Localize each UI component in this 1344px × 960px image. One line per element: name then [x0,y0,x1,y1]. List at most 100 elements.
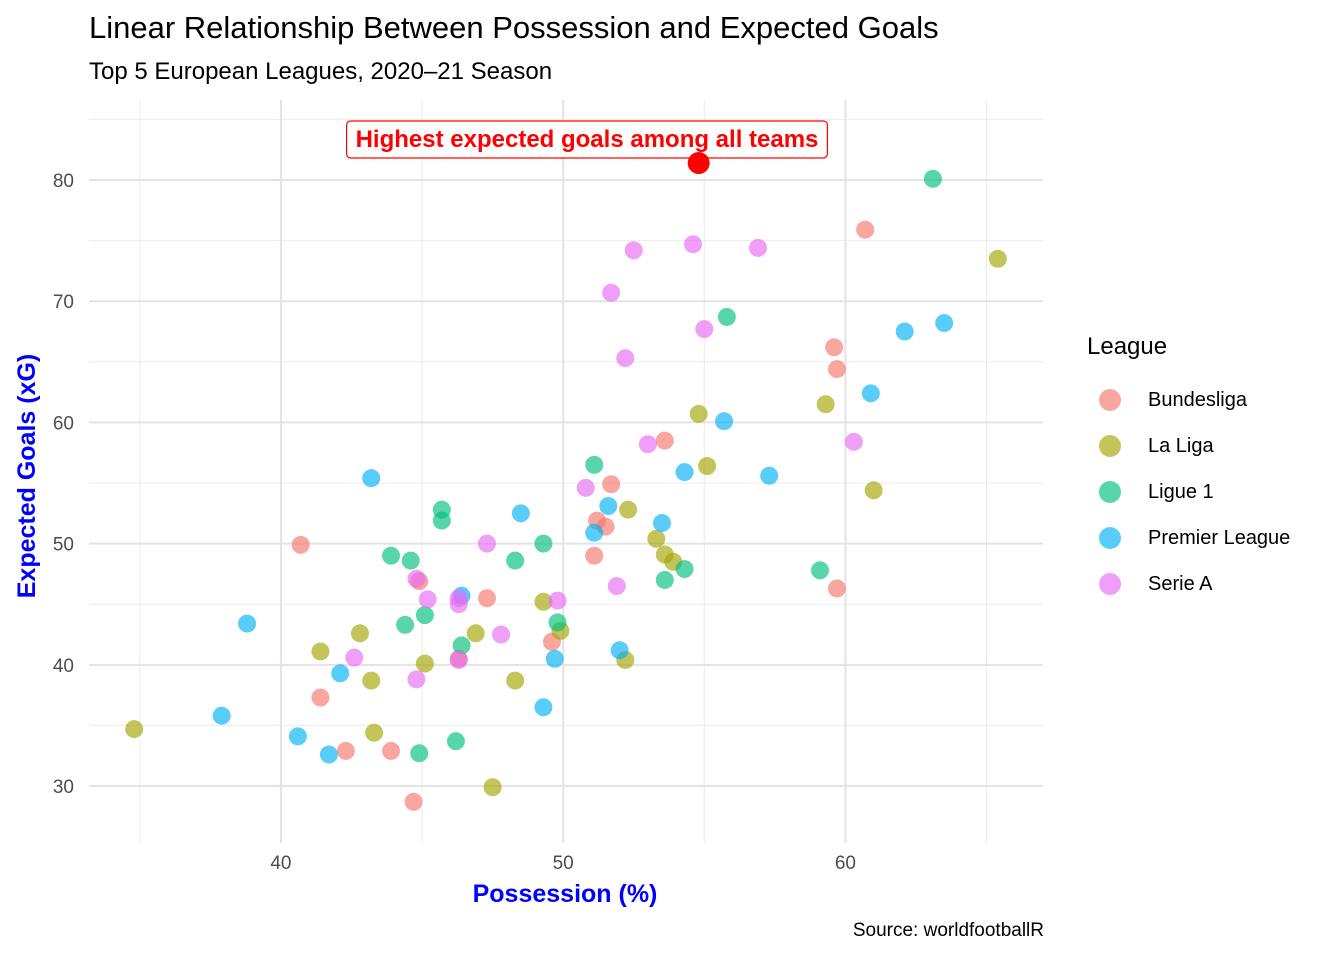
data-point[interactable] [336,741,355,760]
data-point[interactable] [698,457,717,476]
data-point[interactable] [585,523,604,542]
data-point[interactable] [331,664,350,683]
data-points [125,169,1007,811]
data-point[interactable] [655,570,674,589]
data-point[interactable] [652,514,671,533]
data-point[interactable] [602,283,621,302]
data-point[interactable] [675,463,694,482]
data-point[interactable] [477,534,496,553]
legend-title: League [1087,333,1168,360]
data-point[interactable] [675,560,694,579]
data-point[interactable] [988,249,1007,268]
data-point[interactable] [585,546,604,565]
data-point[interactable] [534,534,553,553]
legend-item-ligue-1[interactable]: Ligue 1 [1087,469,1290,515]
data-point[interactable] [311,642,330,661]
data-point[interactable] [407,569,426,588]
x-axis-label: Possession (%) [473,880,658,908]
y-tick-label: 30 [53,777,74,798]
data-point[interactable] [418,590,437,609]
data-point[interactable] [545,649,564,668]
data-point[interactable] [655,431,674,450]
data-point[interactable] [607,577,626,596]
legend-label: Serie A [1148,572,1213,595]
data-point[interactable] [825,338,844,357]
data-point[interactable] [548,613,567,632]
legend-item-bundesliga[interactable]: Bundesliga [1087,377,1290,423]
data-point[interactable] [511,504,530,523]
data-point[interactable] [345,648,364,667]
data-point[interactable] [548,591,567,610]
data-point[interactable] [432,511,451,530]
data-point[interactable] [125,720,144,739]
data-point[interactable] [291,535,310,554]
x-tick-label: 60 [835,853,856,874]
data-point[interactable] [506,671,525,690]
data-point[interactable] [811,561,830,580]
data-point[interactable] [717,307,736,326]
data-point[interactable] [466,624,485,643]
data-point[interactable] [446,732,465,751]
data-point[interactable] [748,238,767,257]
data-point[interactable] [856,220,875,239]
data-point[interactable] [827,360,846,379]
data-point[interactable] [382,546,401,565]
data-point[interactable] [599,497,618,516]
annotation-layer: Highest expected goals among all teams [345,120,829,175]
data-point[interactable] [935,314,954,333]
data-point[interactable] [895,322,914,341]
data-point[interactable] [401,551,420,570]
data-point[interactable] [585,455,604,474]
highlighted-point[interactable] [687,152,710,175]
data-point[interactable] [923,169,942,188]
data-point[interactable] [844,432,863,451]
data-point[interactable] [319,745,338,764]
data-point[interactable] [760,466,779,485]
data-point[interactable] [410,744,429,763]
data-point[interactable] [382,741,401,760]
data-point[interactable] [602,475,621,494]
data-point[interactable] [404,792,423,811]
data-point[interactable] [449,595,468,614]
data-point[interactable] [715,412,734,431]
data-point[interactable] [477,589,496,608]
data-point[interactable] [506,551,525,570]
data-point[interactable] [396,615,415,634]
legend-item-premier-league[interactable]: Premier League [1087,515,1290,561]
data-point[interactable] [647,529,666,548]
data-point[interactable] [288,727,307,746]
data-point[interactable] [827,579,846,598]
data-point[interactable] [624,241,643,260]
data-point[interactable] [350,624,369,643]
legend-item-la-liga[interactable]: La Liga [1087,423,1290,469]
data-point[interactable] [861,384,880,403]
data-point[interactable] [212,706,231,725]
data-point[interactable] [534,698,553,717]
data-point[interactable] [362,469,381,488]
legend-swatch [1099,527,1121,549]
data-point[interactable] [816,395,835,414]
legend-swatch [1099,481,1121,503]
data-point[interactable] [452,636,471,655]
data-point[interactable] [238,614,257,633]
data-point[interactable] [449,650,468,669]
data-point[interactable] [483,778,502,797]
data-point[interactable] [616,349,635,368]
data-point[interactable] [695,320,714,339]
data-point[interactable] [492,625,511,644]
data-point[interactable] [619,500,638,519]
data-point[interactable] [365,723,384,742]
data-point[interactable] [534,592,553,611]
data-point[interactable] [638,435,657,454]
legend-item-serie-a[interactable]: Serie A [1087,561,1290,607]
data-point[interactable] [407,670,426,689]
data-point[interactable] [415,654,434,673]
data-point[interactable] [311,688,330,707]
data-point[interactable] [610,641,629,660]
data-point[interactable] [362,671,381,690]
data-point[interactable] [415,606,434,625]
data-point[interactable] [689,404,708,423]
data-point[interactable] [684,235,703,254]
data-point[interactable] [576,478,595,497]
data-point[interactable] [864,481,883,500]
